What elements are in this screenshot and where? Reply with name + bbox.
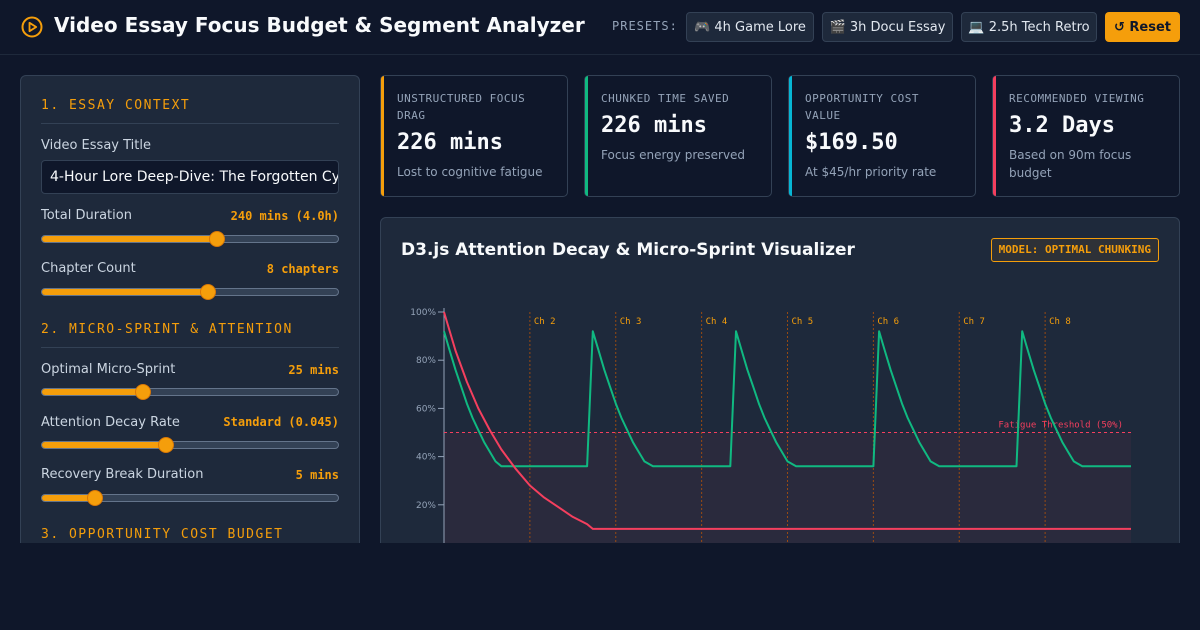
settings-panel: 1. ESSAY CONTEXT Video Essay Title 4-Hou… [20,75,360,555]
card-label: UNSTRUCTURED FOCUS DRAG [397,92,526,122]
card-subtext: Lost to cognitive fatigue [397,165,543,179]
fatigue-threshold-label: Fatigue Threshold (50%) [998,421,1123,431]
decay-value: Standard (0.045) [223,415,339,429]
break-value: 5 mins [295,468,339,482]
chapter-label: Ch 8 [1049,317,1071,327]
card-subtext: Based on 90m focus budget [1009,148,1132,180]
title-field-label: Video Essay Title [41,138,151,153]
chapter-label: Ch 3 [620,317,642,327]
chapter-label: Ch 4 [706,317,728,327]
opportunity-cost-card: OPPORTUNITY COST VALUE $169.50 At $45/hr… [788,75,976,197]
card-subtext: At $45/hr priority rate [805,165,937,179]
app-header: Video Essay Focus Budget & Segment Analy… [0,0,1200,55]
app-title: Video Essay Focus Budget & Segment Analy… [54,13,585,37]
recommended-viewing-card: RECOMMENDED VIEWING 3.2 Days Based on 90… [992,75,1180,197]
attention-chart: 100% 80% 60% 40% 20% Ch 2 Ch 3 Ch 4 Ch 5 Ch 6 Ch 7… [410,308,1131,556]
play-circle-icon [21,16,43,38]
chapter-label: Ch 6 [877,317,899,327]
preset-game-lore-button[interactable]: 🎮 4h Game Lore [686,12,814,42]
card-subtext: Focus energy preserved [601,148,746,162]
card-value: $169.50 [805,130,898,155]
preset-docu-essay-button[interactable]: 🎬 3h Docu Essay [822,12,953,42]
y-tick-label: 60% [416,404,436,414]
micro-sprint-heading: 2. MICRO-SPRINT & ATTENTION [41,322,293,337]
model-badge: MODEL: OPTIMAL CHUNKING [990,238,1159,262]
chapters-slider-thumb[interactable] [199,284,216,300]
sprint-value: 25 mins [288,363,339,377]
decay-slider-fill [42,442,167,448]
decay-label: Attention Decay Rate [41,415,180,430]
focus-drag-card: UNSTRUCTURED FOCUS DRAG 226 mins Lost to… [380,75,568,197]
page-footer-area [0,543,1200,630]
card-label: RECOMMENDED VIEWING [1009,92,1145,105]
preset-tech-retro-button[interactable]: 💻 2.5h Tech Retro [961,12,1097,42]
break-label: Recovery Break Duration [41,467,204,482]
sprint-label: Optimal Micro-Sprint [41,362,176,377]
visualizer-title: D3.js Attention Decay & Micro-Sprint Vis… [401,240,855,260]
y-tick-label: 40% [416,453,436,463]
break-slider-thumb[interactable] [87,490,104,506]
card-value: 3.2 Days [1009,113,1115,138]
y-tick-label: 80% [416,356,436,366]
decay-slider-thumb[interactable] [158,437,175,453]
duration-value: 240 mins (4.0h) [230,209,339,223]
section-divider [41,123,339,124]
time-saved-card: CHUNKED TIME SAVED 226 mins Focus energy… [584,75,772,197]
card-label: CHUNKED TIME SAVED [601,92,730,105]
card-value: 226 mins [397,130,503,155]
presets-label: PRESETS: [612,19,678,33]
duration-slider-fill [42,236,217,242]
duration-slider-thumb[interactable] [208,231,225,247]
card-accent [789,76,792,196]
sprint-slider-thumb[interactable] [134,384,151,400]
chapter-label: Ch 5 [792,317,814,327]
reset-button[interactable]: ↺ Reset [1105,12,1180,42]
break-slider[interactable] [41,490,339,506]
chapter-label: Ch 2 [534,317,556,327]
sprint-slider[interactable] [41,384,339,400]
essay-context-heading: 1. ESSAY CONTEXT [41,98,191,113]
section-divider [41,347,339,348]
y-tick-label: 100% [410,308,436,318]
sprint-slider-fill [42,389,143,395]
break-slider-fill [42,495,96,501]
card-accent [585,76,588,196]
card-label: OPPORTUNITY COST VALUE [805,92,919,122]
opportunity-cost-heading: 3. OPPORTUNITY COST BUDGET [41,527,284,542]
chapters-slider-fill [42,289,208,295]
duration-label: Total Duration [41,208,132,223]
chapters-label: Chapter Count [41,261,136,276]
chapter-label: Ch 7 [963,317,985,327]
duration-slider[interactable] [41,231,339,247]
card-value: 226 mins [601,113,707,138]
unstructured-attention-line [443,311,1131,530]
decay-slider[interactable] [41,437,339,453]
essay-title-input[interactable]: 4-Hour Lore Deep-Dive: The Forgotten Cyc… [41,160,339,194]
card-accent [381,76,384,196]
y-tick-label: 20% [416,501,436,511]
fatigue-zone [444,432,1131,556]
chapters-value: 8 chapters [266,262,339,276]
chapters-slider[interactable] [41,284,339,300]
card-accent [993,76,996,196]
visualizer-panel: D3.js Attention Decay & Micro-Sprint Vis… [380,217,1180,557]
